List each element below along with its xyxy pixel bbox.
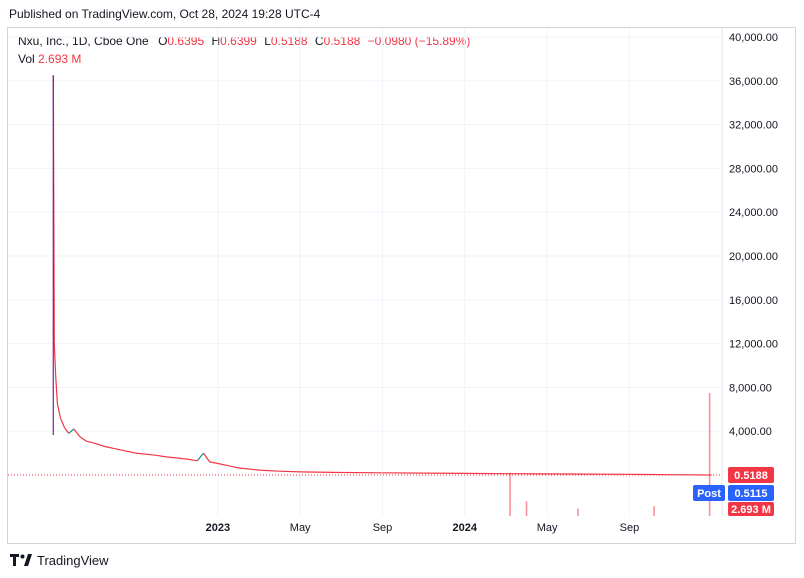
last-price-tag-text: 0.5188 xyxy=(734,470,768,482)
price-segment xyxy=(104,445,116,450)
price-axis-label: 20,000.00 xyxy=(729,251,778,263)
price-axis-label: 8,000.00 xyxy=(729,382,772,394)
price-segment xyxy=(196,452,204,462)
price-segment xyxy=(203,452,211,463)
time-axis-label: May xyxy=(290,522,311,534)
price-axis-label: 36,000.00 xyxy=(729,76,778,88)
high-label: H xyxy=(211,34,221,48)
price-segment xyxy=(79,436,87,442)
price-segment xyxy=(55,376,58,404)
volume-bar xyxy=(525,501,528,516)
price-segment xyxy=(279,470,301,473)
time-axis-label: May xyxy=(537,522,558,534)
volume-bar xyxy=(577,508,579,516)
price-axis-label: 28,000.00 xyxy=(729,163,778,175)
price-segment xyxy=(186,458,198,462)
published-note: Published on TradingView.com, Oct 28, 20… xyxy=(9,7,321,21)
time-axis-label: Sep xyxy=(620,522,640,534)
price-segment xyxy=(125,450,136,454)
volume-bars xyxy=(509,393,711,516)
price-segment xyxy=(64,427,70,434)
volume-value: 2.693 M xyxy=(38,52,82,66)
price-axis-label: 24,000.00 xyxy=(729,207,778,219)
post-label: Post xyxy=(697,488,721,500)
chart-frame xyxy=(7,27,796,544)
time-axis-label: 2023 xyxy=(206,522,230,534)
price-segment xyxy=(238,467,260,471)
volume-tag-bg xyxy=(728,502,774,516)
price-axis-label: 12,000.00 xyxy=(729,339,778,351)
time-axis[interactable]: 2023 May Sep 2024 May Sep xyxy=(206,522,640,534)
post-price-bg xyxy=(728,485,774,501)
low-label: L xyxy=(264,34,271,48)
price-segment xyxy=(156,454,167,458)
price-axis-label: 32,000.00 xyxy=(729,120,778,132)
post-price-text: 0.5115 xyxy=(734,488,767,500)
price-segment xyxy=(86,440,95,444)
price-segment xyxy=(56,403,62,419)
open-label: O xyxy=(158,34,168,48)
price-segment xyxy=(300,471,342,474)
price-axis-label: 16,000.00 xyxy=(729,295,778,307)
price-segment xyxy=(217,462,229,467)
price-segment xyxy=(94,442,105,448)
price-axis-label: 4,000.00 xyxy=(729,426,772,438)
post-label-bg xyxy=(693,485,725,501)
price-segment xyxy=(258,469,280,472)
tradingview-logo-icon xyxy=(10,554,32,566)
last-price-tag-bg xyxy=(728,467,774,483)
time-axis-label: 2024 xyxy=(453,522,478,534)
price-segment xyxy=(228,465,239,469)
volume-bar xyxy=(509,472,511,516)
volume-legend: Vol 2.693 M xyxy=(18,52,81,66)
volume-tag-text: 2.693 M xyxy=(731,504,771,516)
price-series xyxy=(52,75,712,476)
price-segment xyxy=(176,457,188,460)
price-segment xyxy=(73,428,81,438)
price-segment xyxy=(209,461,219,465)
price-segment xyxy=(135,452,146,455)
volume-tag: 2.693 M xyxy=(728,502,774,516)
price-segment xyxy=(166,456,177,459)
price-segment xyxy=(59,417,66,429)
price-segment xyxy=(53,343,57,377)
time-axis-label: Sep xyxy=(373,522,393,534)
price-segment xyxy=(114,448,126,452)
price-axis-label: 40,000.00 xyxy=(729,32,778,44)
volume-label: Vol xyxy=(18,52,35,66)
volume-bar xyxy=(708,393,711,516)
post-price-tag: Post 0.5115 xyxy=(693,485,774,501)
volume-bar xyxy=(653,506,655,516)
footer: TradingView xyxy=(10,551,109,569)
last-price-tag: 0.5188 xyxy=(728,467,774,483)
price-axis[interactable]: 4,000.00 8,000.00 12,000.00 16,000.00 20,000… xyxy=(729,32,778,438)
footer-brand: TradingView xyxy=(37,552,109,568)
close-label: C xyxy=(314,34,324,48)
price-segment xyxy=(145,453,157,456)
price-segment xyxy=(68,428,75,434)
grid-lines xyxy=(8,28,722,516)
